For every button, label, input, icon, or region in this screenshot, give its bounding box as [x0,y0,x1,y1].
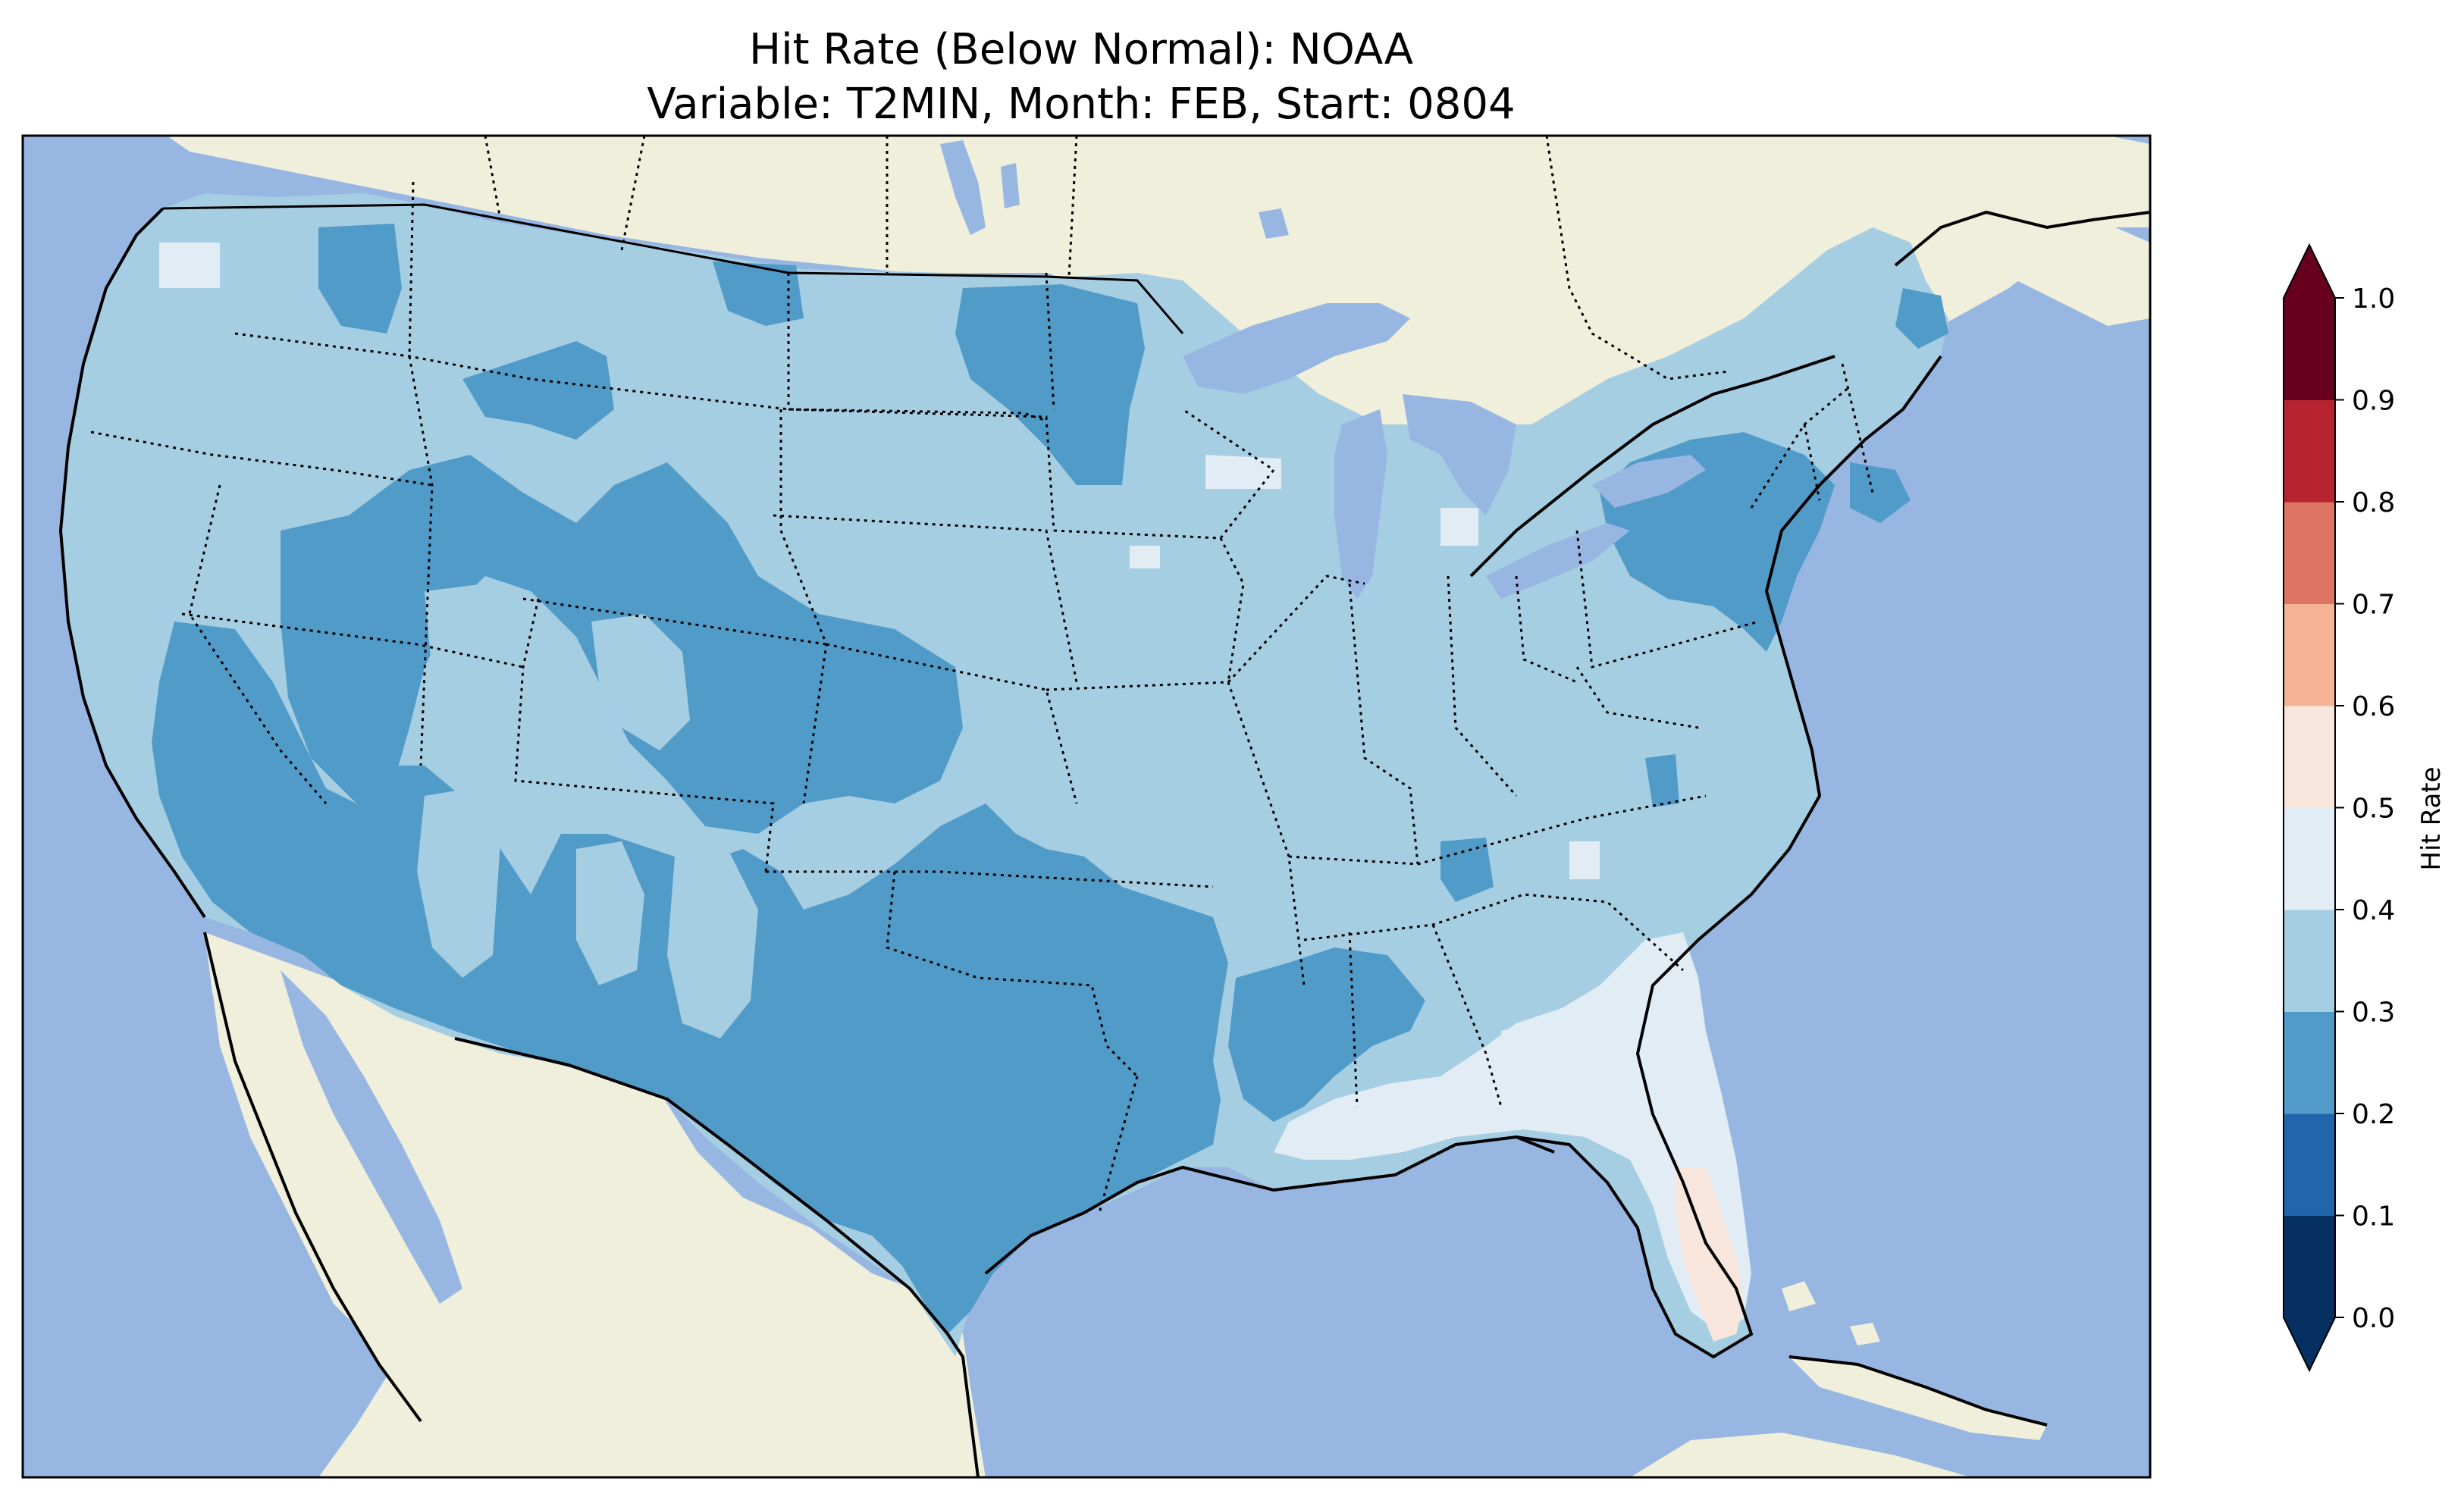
colorbar-bin-0.2-0.3 [2284,1011,2335,1114]
colorbar-tick-label: 0.6 [2352,691,2395,722]
region-texas-west-light [667,849,758,1038]
region-southeast-coast [1274,932,1751,1334]
region-new-england-patch [1850,462,1911,523]
colorbar-tick-label: 0.7 [2352,590,2395,621]
maritimes-land [2009,212,2150,326]
bahamas-land [1782,1281,1880,1345]
region-nc-patch [1645,754,1679,807]
colorbar-tick-label: 0.5 [2352,794,2395,825]
colorbar-bins [2283,243,2336,1373]
colorbar-bin-0.4-0.5 [2284,807,2335,910]
coastlines [58,207,2151,1478]
map-plot [21,134,2152,1479]
colorbar-ticks: 0.0 0.1 0.2 0.3 0.4 0.5 0.6 0.7 0.8 0.9 1.0 [2335,283,2395,1334]
colorbar-bin-0.3-0.4 [2284,910,2335,1012]
colorbar-tick-label: 0.8 [2352,487,2395,518]
colorbar-bin-0.5-0.6 [2284,706,2335,808]
colorbar-extend-max [2284,245,2335,298]
colorbar-bin-0.7-0.8 [2284,502,2335,604]
colorbar-tick-label: 0.4 [2352,895,2395,926]
region-wa-light [159,243,220,288]
region-maine-patch [1895,288,1948,349]
colorbar-tick-label: 1.0 [2352,283,2395,315]
colorbar-tick-label: 0.1 [2352,1201,2395,1232]
region-nm-light [576,841,644,985]
state-borders [90,181,1874,1214]
region-north-dakota [955,284,1145,485]
south-america-land [1630,1433,1971,1477]
us-canada-border [162,203,1184,334]
title-line-1: Hit Rate (Below Normal): NOAA [748,25,1414,74]
lake-erie [1486,523,1630,599]
region-mi-light [1440,508,1478,546]
chart-title: Hit Rate (Below Normal): NOAA Variable: … [0,23,2162,132]
canada-province-borders [484,135,1729,381]
lake-michigan [1334,409,1387,599]
region-utah-inner [425,584,523,705]
colorbar-bin-0.1-0.2 [2284,1113,2335,1216]
lake-superior [1183,303,1410,394]
colorbar-extend-min [2284,1317,2335,1370]
baja-land [205,932,440,1421]
colorbar-tick-label: 0.0 [2352,1303,2395,1334]
colorbar-bin-0.0-0.1 [2284,1215,2335,1318]
colorbar-bin-0.6-0.7 [2284,603,2335,706]
sea-of-cortez [281,970,462,1304]
region-tn-patch [1440,838,1494,902]
region-az-light [417,788,500,978]
title-line-2: Variable: T2MIN, Month: FEB, Start: 0804 [647,80,1516,129]
canada-land [167,136,2150,576]
colorbar-bin-0.8-0.9 [2284,399,2335,503]
colorbar-tick-label: 0.3 [2352,998,2395,1029]
region-montana-band [462,341,614,440]
lake-huron [1403,394,1516,515]
colorbar-bin-0.9-1.0 [2284,298,2335,400]
region-ia-light [1130,546,1160,568]
region-northern-rockies [318,224,402,334]
map-frame [21,134,2152,1479]
lake-ontario [1592,455,1706,508]
colorbar-label: Hit Rate [2416,766,2447,870]
colorbar-outline [2283,243,2336,1373]
region-ga-light [1501,1008,1607,1092]
region-colorado-ring-inner [591,614,690,750]
cuba-land [1789,1357,2047,1440]
colorbar-tick-label: 0.2 [2352,1099,2395,1130]
lake-manitoba [1001,163,1020,208]
region-va-light [1569,841,1600,879]
lake-winnipeg [940,140,986,235]
region-nw-montana [713,262,804,326]
region-wi-light [1205,455,1281,489]
lake-of-woods [1259,208,1289,239]
colorbar-tick-label: 0.9 [2352,386,2395,417]
region-mid-south [1228,947,1425,1122]
